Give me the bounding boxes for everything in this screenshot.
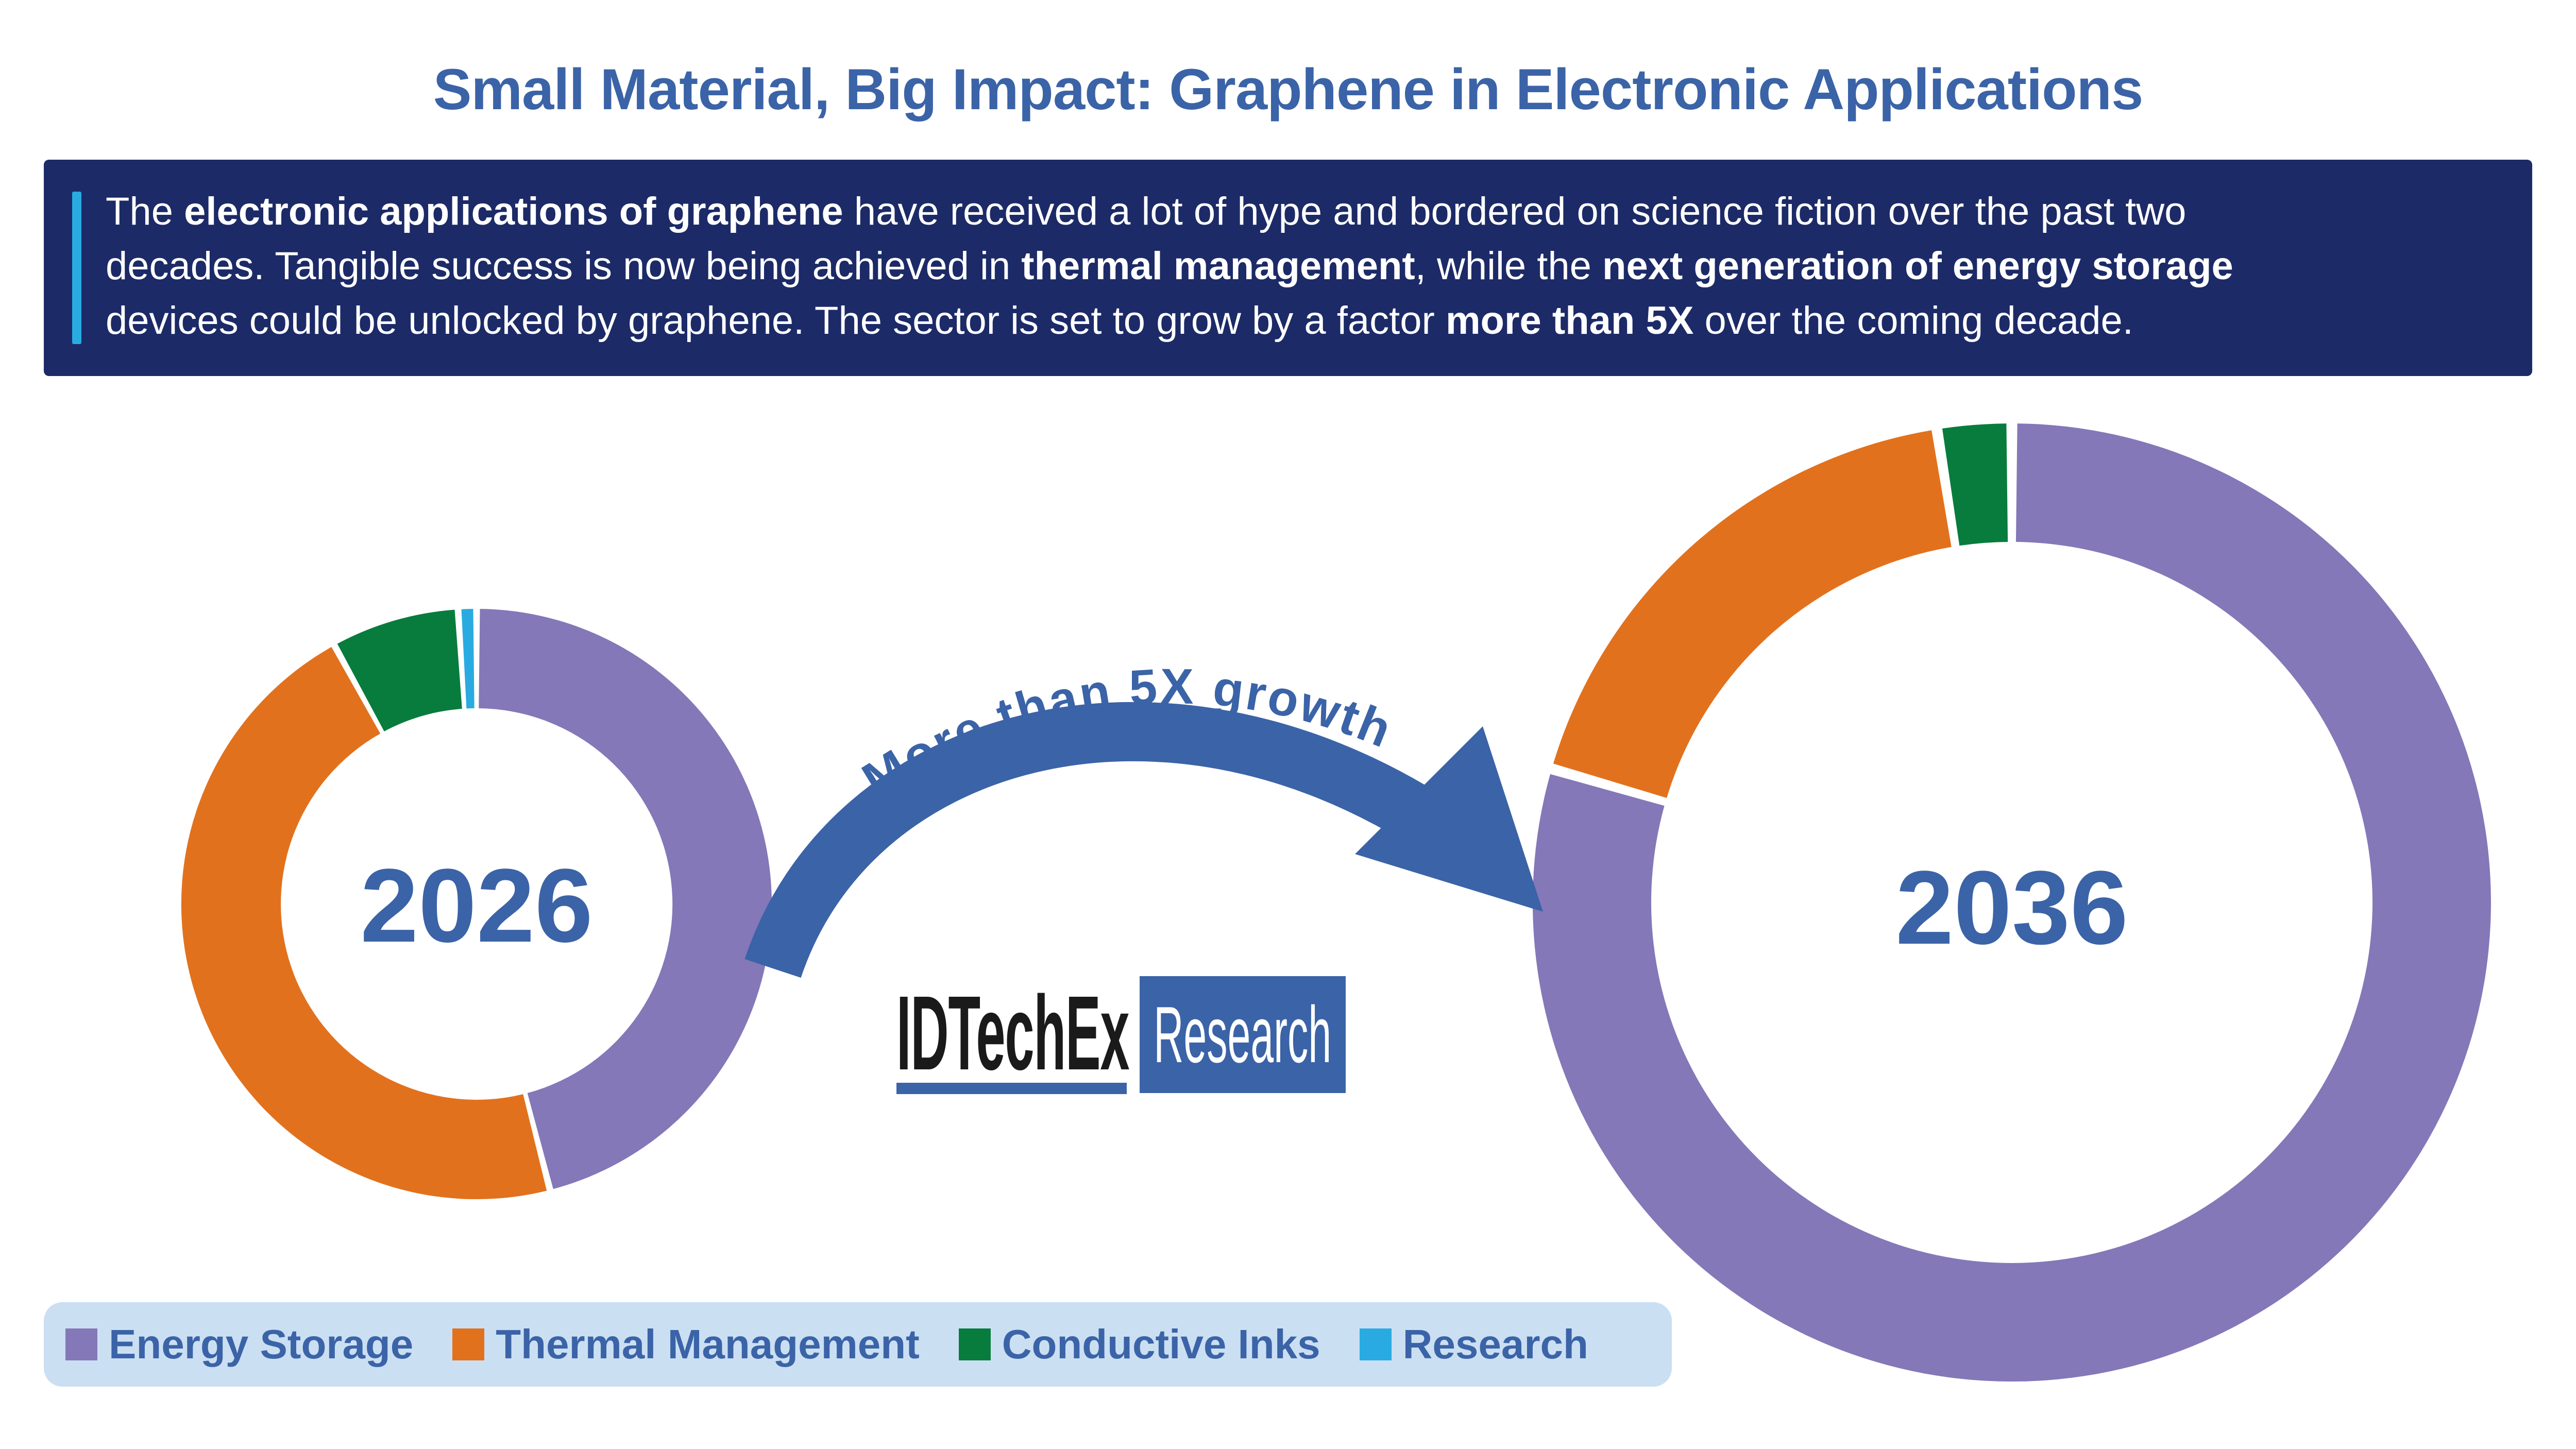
- conductive_inks-swatch-icon: [958, 1328, 991, 1360]
- legend-item-energy_storage: Energy Storage: [65, 1324, 413, 1365]
- description-accent-bar: [72, 192, 81, 344]
- idtechex-logo: IDTechEx Research: [896, 976, 1360, 1095]
- description-line: decades. Tangible success is now being a…: [106, 244, 2233, 288]
- donut-segment-2026-energy_storage: [479, 609, 772, 1189]
- idtechex-research-badge: Research: [1140, 976, 1346, 1093]
- research-swatch-icon: [1359, 1328, 1392, 1360]
- description-box: The electronic applications of graphene …: [44, 160, 2532, 376]
- year-label-2026: 2026: [360, 847, 593, 964]
- idtechex-research-label: Research: [1154, 990, 1332, 1079]
- description-text: The electronic applications of graphene …: [106, 184, 2512, 348]
- description-line: devices could be unlocked by graphene. T…: [106, 299, 2133, 343]
- page-title: Small Material, Big Impact: Graphene in …: [433, 57, 2144, 122]
- energy_storage-swatch-icon: [65, 1328, 97, 1360]
- description-line: The electronic applications of graphene …: [106, 190, 2187, 233]
- donut-segment-2026-conductive_inks: [337, 609, 462, 731]
- donut-segment-2026-research: [461, 609, 474, 709]
- legend-item-thermal_management: Thermal Management: [452, 1321, 920, 1367]
- donut-chart-2036: [1532, 423, 2491, 1382]
- growth-arrow-head-icon: [1355, 726, 1543, 912]
- thermal_management-swatch-icon: [452, 1328, 485, 1360]
- legend-label: Research: [1402, 1321, 1588, 1367]
- legend-item-conductive_inks: Conductive Inks: [958, 1321, 1320, 1367]
- idtechex-logo-wordmark: IDTechEx: [896, 974, 1130, 1092]
- legend: Energy Storage Thermal Management Conducti…: [44, 1302, 1672, 1387]
- growth-arrow-curve: [744, 702, 1449, 978]
- legend-label: Thermal Management: [496, 1321, 920, 1367]
- legend-label: Energy Storage: [109, 1321, 414, 1367]
- donut-segment-2026-thermal_management: [181, 647, 547, 1200]
- legend-label: Conductive Inks: [1002, 1321, 1320, 1367]
- year-label-2036: 2036: [1895, 849, 2128, 966]
- donut-segment-2036-conductive_inks: [1942, 423, 2008, 546]
- donut-segment-2036-thermal_management: [1553, 430, 1952, 798]
- idtechex-logo-underline: [896, 1083, 1127, 1094]
- donut-chart-2026: [181, 609, 772, 1200]
- legend-item-research: Research: [1359, 1321, 1588, 1367]
